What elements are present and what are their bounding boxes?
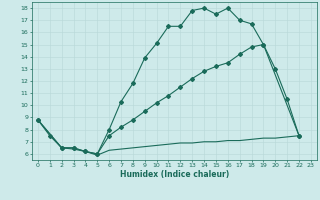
X-axis label: Humidex (Indice chaleur): Humidex (Indice chaleur) (120, 170, 229, 179)
